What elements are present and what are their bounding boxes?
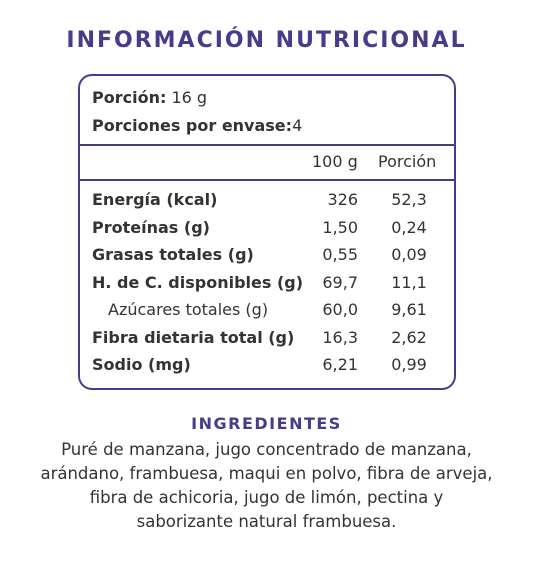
column-header-100g: 100 g xyxy=(312,152,358,171)
divider-top xyxy=(80,144,454,146)
nutrient-value-100g: 16,3 xyxy=(322,327,358,347)
portion-value: 16 g xyxy=(171,88,208,107)
nutrient-value-portion: 0,24 xyxy=(391,217,427,237)
nutrient-label: Sodio (mg) xyxy=(92,355,191,374)
nutrient-label: Energía (kcal) xyxy=(92,190,218,209)
servings-per-pack-value: 4 xyxy=(292,116,303,135)
nutrition-table: Porción: 16 g Porciones por envase:4 100… xyxy=(78,74,456,390)
nutrient-label: H. de C. disponibles (g) xyxy=(92,272,304,292)
nutrient-label: Fibra dietaria total (g) xyxy=(92,327,295,347)
nutrient-value-portion: 9,61 xyxy=(391,300,427,319)
nutrient-value-portion: 52,3 xyxy=(391,190,427,209)
servings-per-pack-label: Porciones por envase: xyxy=(92,116,293,135)
nutrient-value-portion: 0,99 xyxy=(391,355,427,374)
nutrient-label: Proteínas (g) xyxy=(92,217,210,237)
ingredients-title: Ingredientes xyxy=(191,414,342,433)
nutrient-value-100g: 60,0 xyxy=(322,300,358,319)
page-title: Información Nutricional xyxy=(66,28,467,53)
nutrient-row: Azúcares totales (g) 60,0 9,61 xyxy=(80,300,454,327)
servings-per-pack-line: Porciones por envase:4 xyxy=(92,116,302,135)
nutrient-label: Azúcares totales (g) xyxy=(108,300,269,319)
nutrient-row: Fibra dietaria total (g) 16,3 2,62 xyxy=(80,328,454,355)
nutrient-row: Grasas totales (g) 0,55 0,09 xyxy=(80,245,454,272)
nutrient-value-100g: 0,55 xyxy=(322,245,358,264)
nutrient-value-portion: 2,62 xyxy=(391,327,427,347)
ingredients-text: Puré de manzana, jugo concentrado de man… xyxy=(20,438,513,534)
column-header-portion: Porción xyxy=(378,152,437,171)
nutrient-row: Sodio (mg) 6,21 0,99 xyxy=(80,355,454,382)
ingredients-line: Puré de manzana, jugo concentrado de man… xyxy=(61,440,472,459)
portion-line: Porción: 16 g xyxy=(92,88,207,107)
nutrient-row: Energía (kcal) 326 52,3 xyxy=(80,190,454,217)
ingredients-line: arándano, frambuesa, maqui en polvo, fib… xyxy=(40,464,493,483)
nutrient-value-portion: 11,1 xyxy=(391,272,427,292)
nutrient-value-100g: 1,50 xyxy=(322,217,358,237)
nutrient-row: Proteínas (g) 1,50 0,24 xyxy=(80,218,454,245)
nutrient-value-100g: 6,21 xyxy=(322,355,358,374)
nutrient-value-100g: 69,7 xyxy=(322,272,358,292)
ingredients-line: fibra de achicoria, jugo de limón, pecti… xyxy=(89,488,444,507)
nutrient-value-100g: 326 xyxy=(327,190,358,209)
nutrient-row: H. de C. disponibles (g) 69,7 11,1 xyxy=(80,273,454,300)
divider-header xyxy=(80,179,454,181)
nutrient-value-portion: 0,09 xyxy=(391,245,427,264)
nutrient-label: Grasas totales (g) xyxy=(92,245,254,264)
portion-label: Porción: xyxy=(92,88,167,107)
ingredients-line: saborizante natural frambuesa. xyxy=(136,512,397,531)
